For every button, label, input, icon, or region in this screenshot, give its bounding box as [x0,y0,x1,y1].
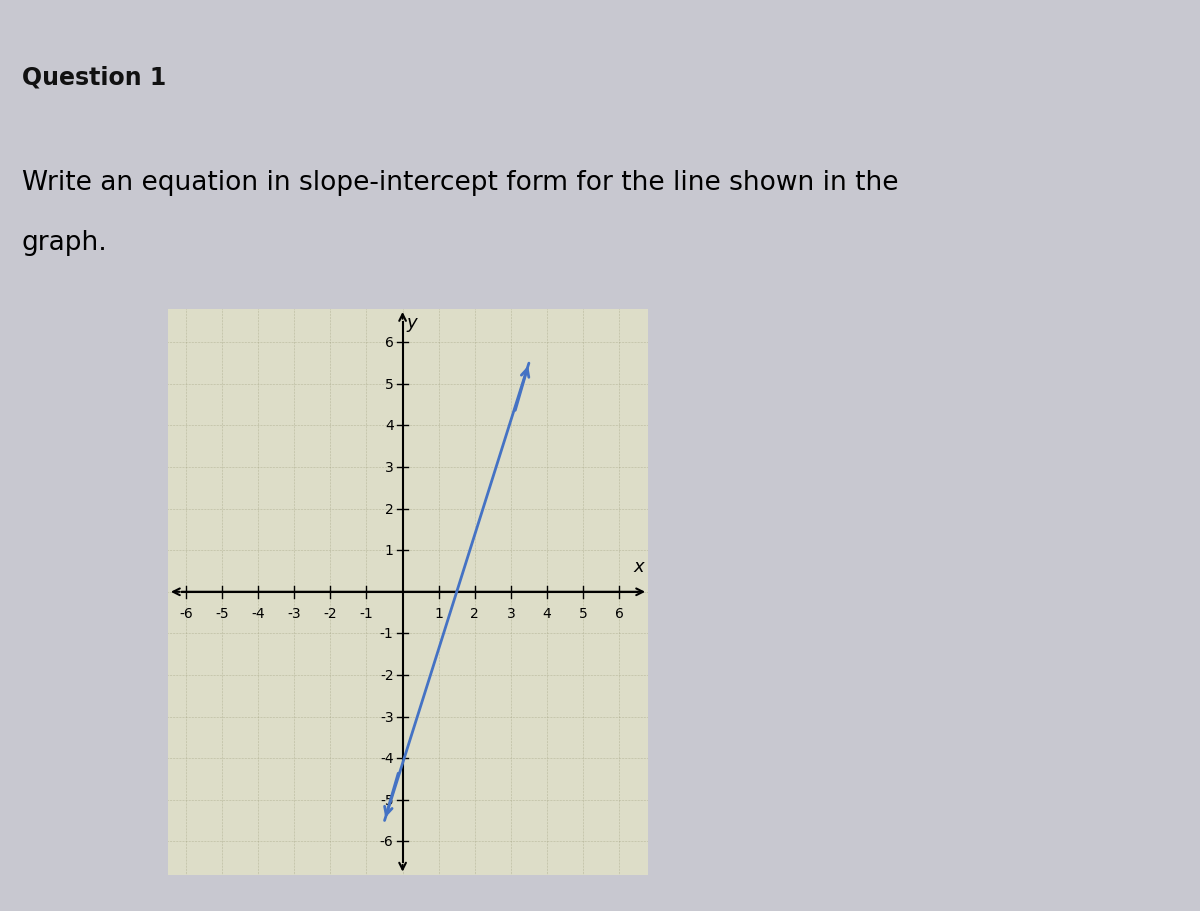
Text: 2: 2 [470,607,479,620]
Text: Question 1: Question 1 [22,66,166,89]
Text: -3: -3 [380,710,394,723]
Text: 4: 4 [385,419,394,433]
Text: -6: -6 [179,607,193,620]
Text: 5: 5 [578,607,588,620]
Text: -1: -1 [360,607,373,620]
Text: 3: 3 [385,461,394,475]
Text: 1: 1 [385,544,394,558]
Text: 6: 6 [385,336,394,350]
Text: 3: 3 [506,607,515,620]
Text: -6: -6 [380,834,394,848]
Text: -5: -5 [380,793,394,807]
Text: -2: -2 [324,607,337,620]
Text: 1: 1 [434,607,443,620]
Text: graph.: graph. [22,230,107,255]
Text: -5: -5 [215,607,229,620]
Text: y: y [407,314,416,332]
Text: -4: -4 [252,607,265,620]
Text: -4: -4 [380,752,394,765]
Text: Write an equation in slope-intercept form for the line shown in the: Write an equation in slope-intercept for… [22,169,898,196]
Text: 6: 6 [614,607,624,620]
Text: 2: 2 [385,502,394,516]
Text: 4: 4 [542,607,551,620]
Text: -1: -1 [380,627,394,640]
Text: -2: -2 [380,669,394,682]
Text: x: x [634,558,644,576]
Text: -3: -3 [288,607,301,620]
Text: 5: 5 [385,377,394,392]
